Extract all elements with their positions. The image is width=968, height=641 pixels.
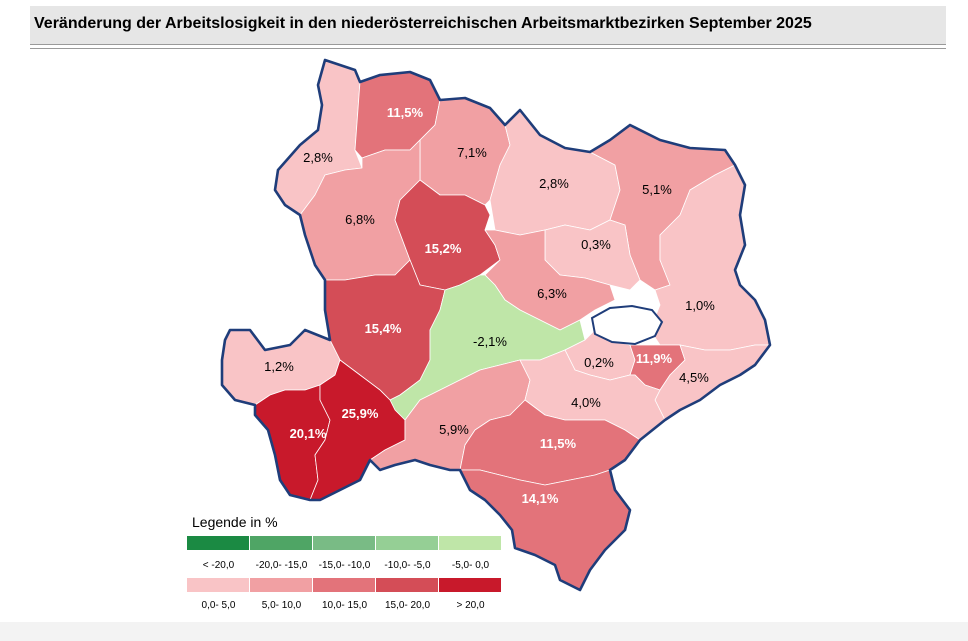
legend-labels-negative: < -20,0 -20,0- -15,0 -15,0- -10,0 -10,0- -5… [187,560,502,571]
d-north-east[interactable] [489,109,621,236]
district-label: 11,9% [636,351,673,366]
d-south-tip[interactable] [459,469,631,591]
legend-swatch [376,578,438,592]
legend-label: -20,0- -15,0 [255,560,308,571]
bottom-strip [0,622,968,641]
legend-label: < -20,0 [202,560,235,571]
legend-swatch [250,536,312,550]
legend-swatch [187,536,249,550]
legend-labels-positive: 0,0- 5,0 5,0- 10,0 10,0- 15,0 15,0- 20,0 > 2… [187,600,502,611]
legend-label: > 20,0 [456,600,485,611]
district-label: 11,5% [387,105,424,120]
district-label: -2,1% [473,334,507,349]
district-label: 4,5% [679,370,709,385]
district-label: 4,0% [571,395,601,410]
district-label: 1,0% [685,298,715,313]
district-label: 25,9% [342,406,379,421]
legend-swatch [313,536,375,550]
legend-label: -10,0- -5,0 [384,560,431,571]
title-bar: Veränderung der Arbeitslosigkeit in den … [30,6,946,49]
legend-label: -15,0- -10,0 [318,560,371,571]
district-label: 6,8% [345,212,375,227]
district-label: 0,2% [584,355,614,370]
legend-label: 5,0- 10,0 [261,600,302,611]
d-center-red[interactable] [394,179,501,291]
legend-label: 15,0- 20,0 [384,600,431,611]
legend-swatch [250,578,312,592]
legend-row-negative [187,536,502,550]
legend-swatch [439,578,501,592]
legend-row-positive [187,578,502,592]
district-label: 14,1% [522,491,559,506]
district-label: 2,8% [303,150,333,165]
district-label: 15,4% [365,321,402,336]
legend-swatch [313,578,375,592]
legend-label: -5,0- 0,0 [451,560,490,571]
legend-label: 0,0- 5,0 [201,600,236,611]
district-label: 15,2% [425,241,462,256]
legend-swatch [187,578,249,592]
district-label: 7,1% [457,145,487,160]
legend-swatch [376,536,438,550]
district-label: 2,8% [539,176,569,191]
district-label: 20,1% [290,426,327,441]
legend-title: Legende in % [192,514,278,530]
district-label: 0,3% [581,237,611,252]
district-label: 1,2% [264,359,294,374]
legend-swatch [439,536,501,550]
district-label: 5,1% [642,182,672,197]
district-label: 6,3% [537,286,567,301]
district-label: 5,9% [439,422,469,437]
vienna-hole [590,304,664,346]
page-title: Veränderung der Arbeitslosigkeit in den … [34,15,812,32]
district-label: 11,5% [540,436,577,451]
legend-label: 10,0- 15,0 [321,600,368,611]
state-outline [220,58,772,592]
